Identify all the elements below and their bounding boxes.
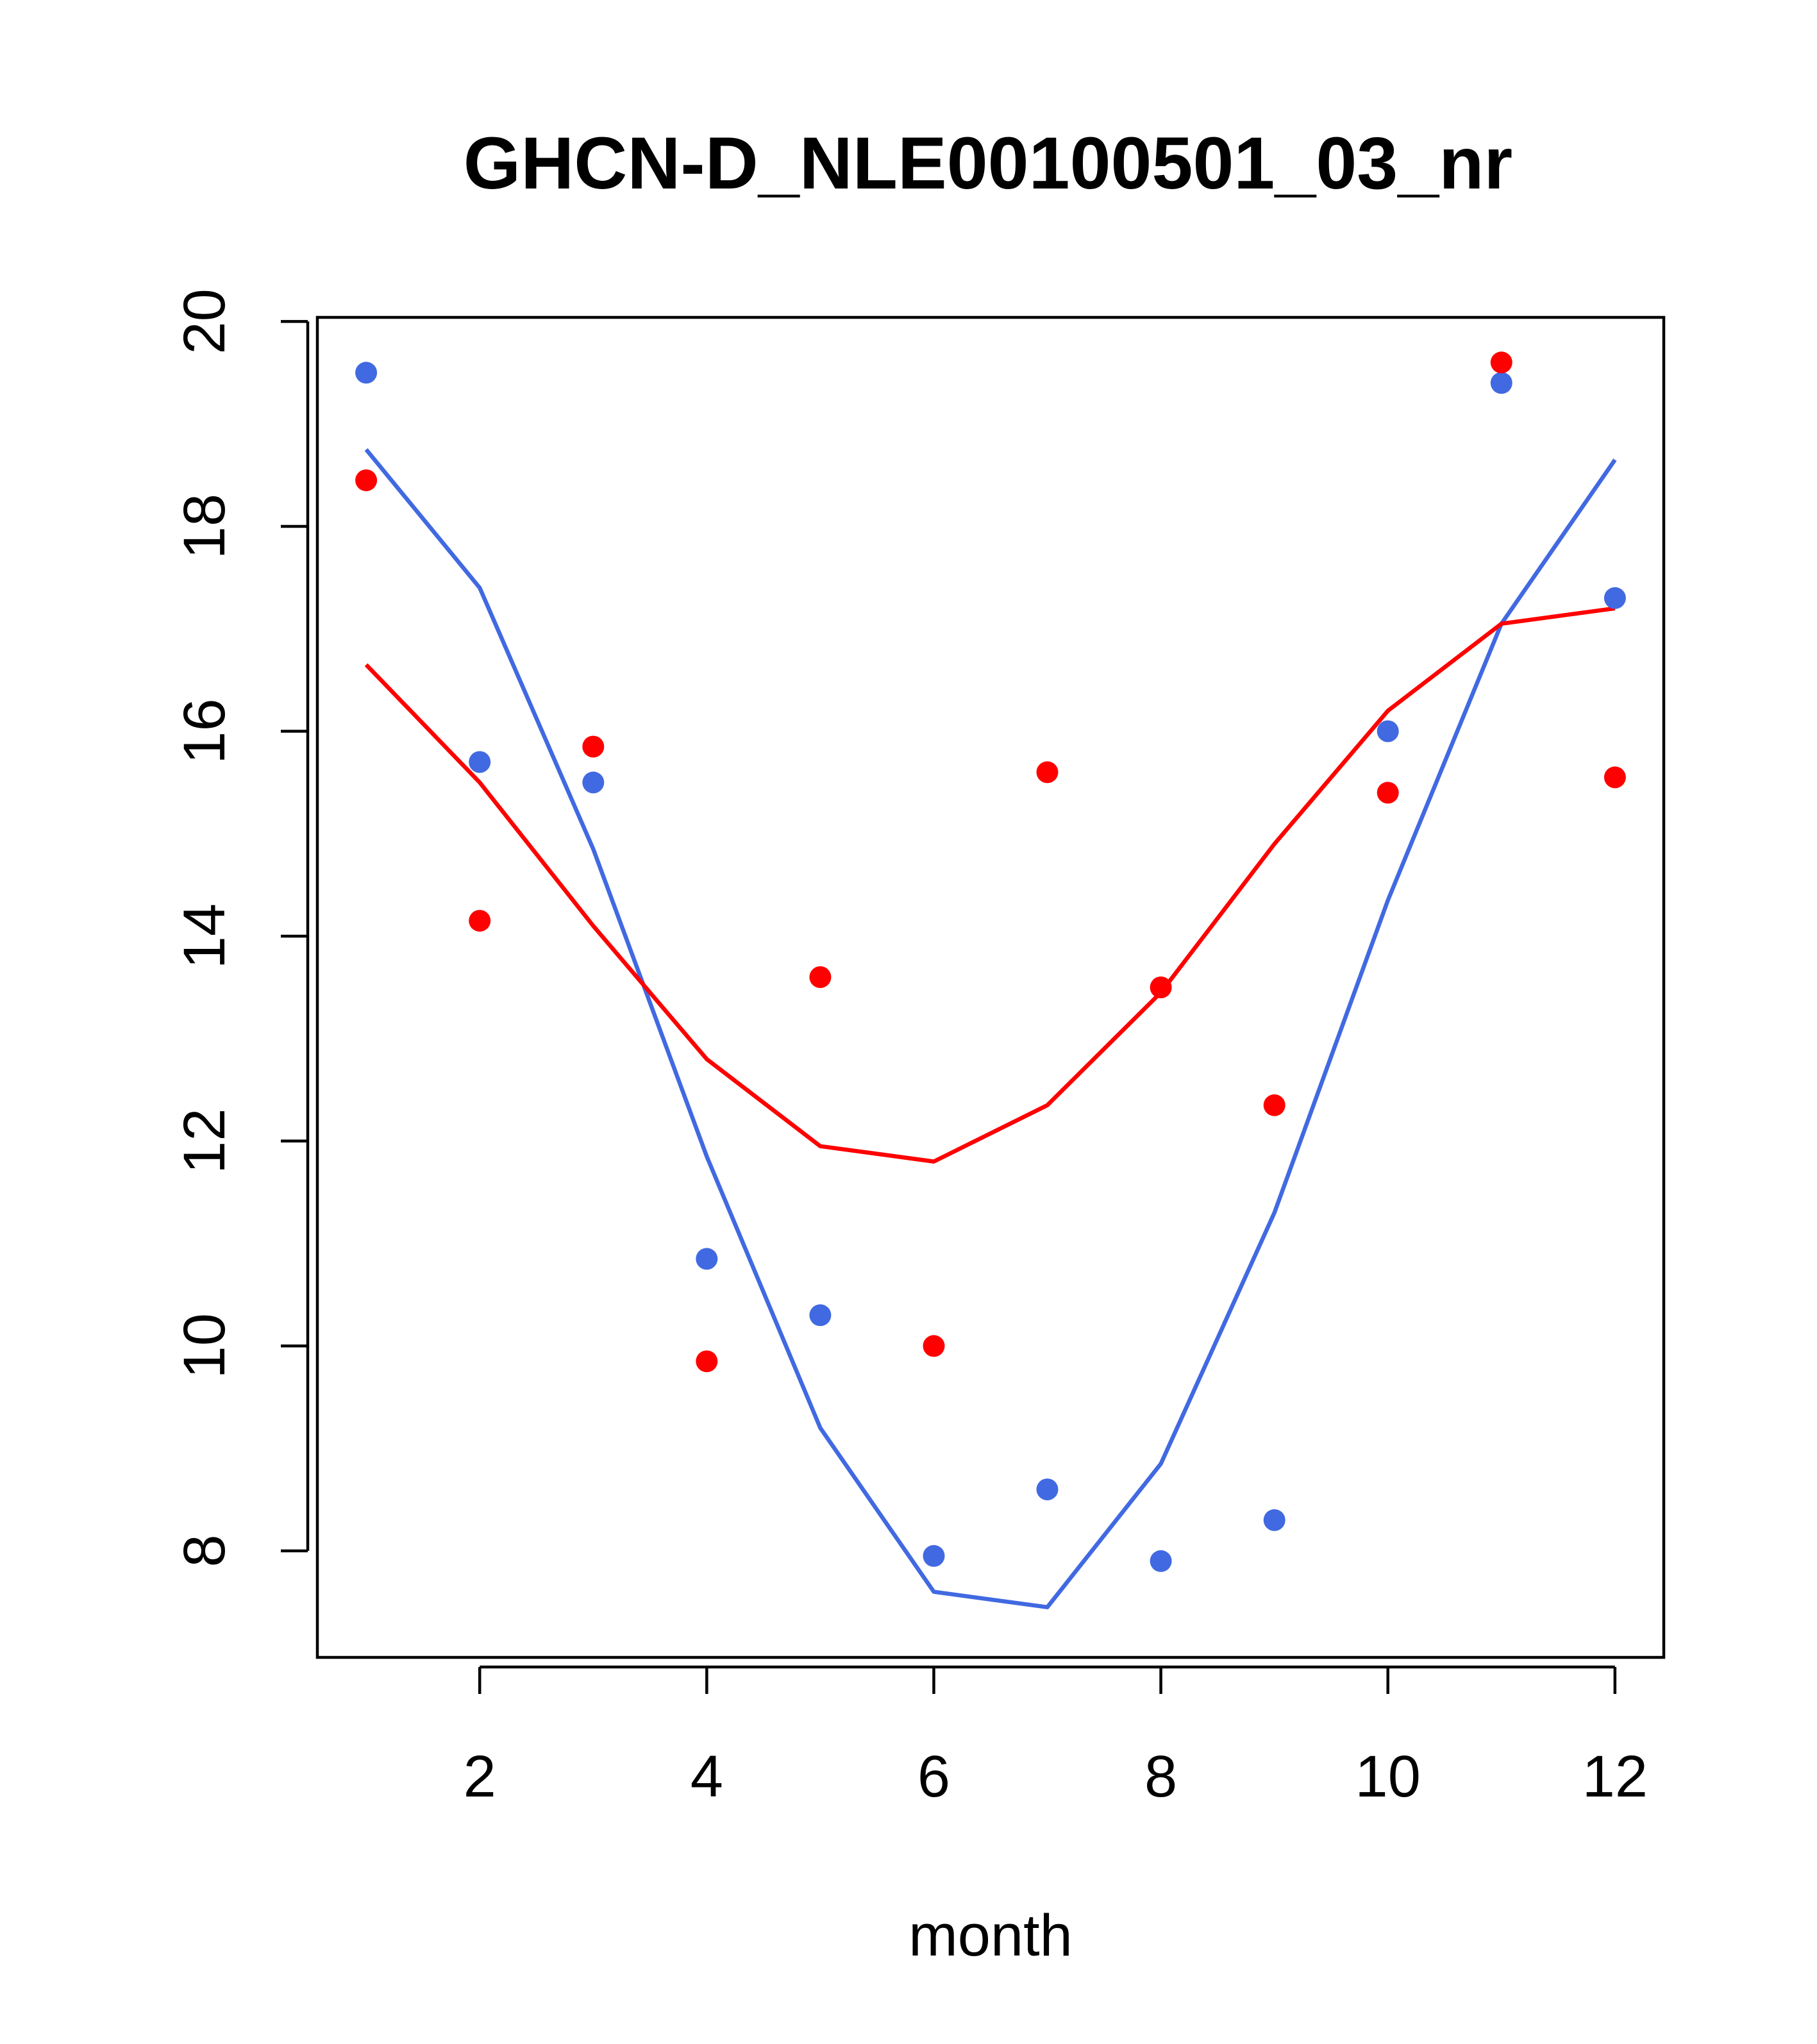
- x-tick-label: 10: [1355, 1744, 1421, 1809]
- red-point: [355, 469, 378, 492]
- blue-point: [1150, 1550, 1172, 1572]
- blue-point: [1490, 372, 1512, 394]
- red-point: [1150, 976, 1172, 998]
- red-point: [696, 1350, 718, 1373]
- chart-title: GHCN-D_NLE00100501_03_nr: [464, 122, 1512, 205]
- red-line: [364, 606, 1616, 1164]
- x-tick-label: 4: [691, 1744, 723, 1809]
- blue-point: [696, 1248, 718, 1270]
- red-point: [1036, 761, 1059, 783]
- x-axis: 2 4 6 8 10 12: [464, 1665, 1648, 1809]
- x-tick-label: 12: [1582, 1744, 1648, 1809]
- red-point: [1490, 351, 1512, 374]
- plot-frame: [315, 315, 1666, 1659]
- y-tick-label: 20: [172, 289, 237, 354]
- series-layer: [355, 351, 1626, 1609]
- y-tick-label: 10: [172, 1313, 237, 1378]
- x-tick-label: 8: [1144, 1744, 1177, 1809]
- y-axis: 8 10 12 14 16 18 20: [172, 289, 310, 1567]
- series-red-line: [364, 606, 1616, 1164]
- red-point: [1377, 782, 1399, 804]
- red-point: [809, 966, 832, 988]
- red-point: [469, 910, 491, 932]
- y-tick-label: 18: [172, 494, 237, 559]
- blue-point: [923, 1545, 945, 1567]
- blue-point: [355, 362, 378, 384]
- blue-point: [1603, 587, 1626, 609]
- y-tick-label: 12: [172, 1109, 237, 1174]
- x-axis-label: month: [908, 1903, 1073, 1968]
- blue-point: [582, 771, 605, 794]
- y-tick-label: 8: [172, 1534, 237, 1567]
- red-point: [582, 735, 605, 758]
- blue-point: [469, 751, 491, 773]
- blue-point: [1377, 720, 1399, 742]
- blue-line: [364, 448, 1617, 1609]
- x-tick-label: 2: [464, 1744, 496, 1809]
- red-point: [923, 1335, 945, 1357]
- red-point: [1603, 766, 1626, 789]
- blue-point: [1036, 1479, 1059, 1500]
- x-tick-label: 6: [917, 1744, 950, 1809]
- blue-point: [1263, 1509, 1285, 1531]
- y-tick-label: 16: [172, 698, 237, 764]
- blue-point: [809, 1304, 832, 1327]
- series-blue-points: [355, 362, 1626, 1572]
- series-blue-line: [364, 448, 1617, 1609]
- series-red-points: [355, 351, 1626, 1373]
- y-tick-label: 14: [172, 903, 237, 969]
- red-point: [1263, 1094, 1285, 1116]
